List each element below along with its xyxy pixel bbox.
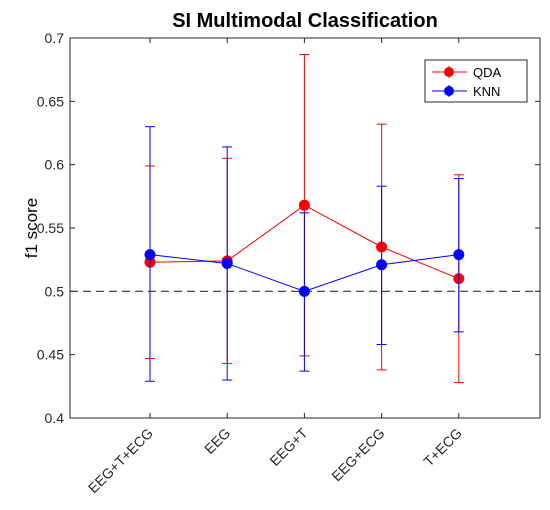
y-axis-label: f1 score [22,198,41,258]
chart-title: SI Multimodal Classification [172,10,438,32]
legend-entry-qda: QDA [432,65,502,80]
y-tick-label: 0.65 [37,93,64,109]
series-knn [144,126,465,382]
legend: QDA KNN [424,59,528,103]
data-point [221,257,233,269]
legend-label: KNN [473,84,500,99]
y-tick-label: 0.6 [45,157,65,173]
data-point [453,249,465,261]
legend-entry-knn: KNN [432,84,500,99]
y-tick-label: 0.55 [37,220,64,236]
y-tick-label: 0.7 [45,30,65,46]
legend-marker [444,86,454,96]
legend-marker [444,67,454,77]
legend-box [424,59,528,103]
y-tick-label: 0.4 [45,410,65,426]
data-point [298,285,310,297]
legend-label: QDA [473,65,502,80]
data-point [376,259,388,271]
y-tick-label: 0.45 [37,347,64,363]
data-point [144,249,156,261]
y-tick-label: 0.5 [45,283,65,299]
data-point [298,199,310,211]
